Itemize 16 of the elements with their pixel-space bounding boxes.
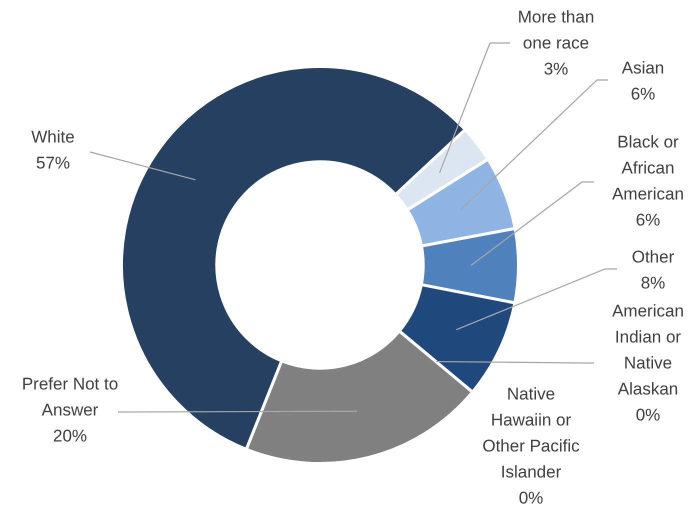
data-label: 8% xyxy=(640,274,666,293)
data-label: 20% xyxy=(52,426,88,446)
data-label: 6% xyxy=(630,84,656,104)
data-label: 3% xyxy=(544,60,568,79)
text: 0% xyxy=(518,488,544,508)
slice-label: More than one race xyxy=(518,8,594,53)
data-label: 57% xyxy=(36,154,70,173)
category-label: Native Hawaiin or Other Pacific Islander xyxy=(482,384,580,482)
slice-label: Black or African American xyxy=(612,132,684,204)
slice-label: White xyxy=(31,128,75,147)
slice-label: Asian xyxy=(622,58,664,78)
slice-label: Other xyxy=(632,248,675,267)
slice-label: Prefer Not to Answer xyxy=(22,374,118,420)
category-label: American Indian or Native Alaskan xyxy=(612,302,684,399)
data-label: 6% xyxy=(636,210,660,230)
text: 0% xyxy=(636,406,660,425)
